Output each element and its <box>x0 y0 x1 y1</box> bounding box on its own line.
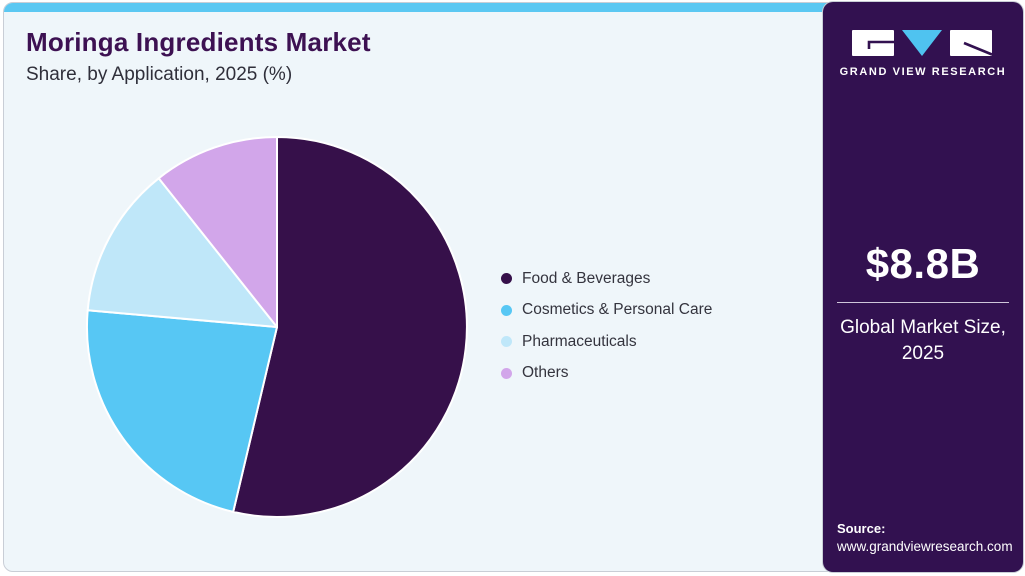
market-size-label-line1: Global Market Size, <box>840 317 1006 338</box>
page-title: Moringa Ingredients Market <box>26 27 371 57</box>
pie-slice-2 <box>86 309 278 513</box>
pie-chart-container <box>85 135 469 519</box>
source-block: Source: www.grandviewresearch.com <box>837 521 1013 554</box>
legend: Food & Beverages Cosmetics & Personal Car… <box>501 263 712 389</box>
legend-swatch-icon <box>501 336 512 348</box>
legend-item: Others <box>501 358 712 390</box>
pie-slice-4 <box>157 136 278 328</box>
market-size-label: Global Market Size, 2025 <box>823 315 1023 366</box>
source-url: www.grandviewresearch.com <box>837 539 1013 554</box>
market-size-value: $8.8B <box>865 240 981 287</box>
top-accent-bar <box>4 3 1022 12</box>
pie-chart <box>86 136 468 518</box>
legend-label: Food & Beverages <box>522 269 651 287</box>
legend-swatch-icon <box>501 367 512 379</box>
legend-swatch-icon <box>501 304 512 316</box>
page-subtitle: Share, by Application, 2025 (%) <box>26 64 293 85</box>
legend-item: Pharmaceuticals <box>501 326 712 358</box>
market-size-block: $8.8B Global Market Size, 2025 <box>823 240 1023 366</box>
legend-item: Cosmetics & Personal Care <box>501 295 712 327</box>
logo-wordmark: GRAND VIEW RESEARCH <box>839 66 1007 78</box>
legend-item: Food & Beverages <box>501 263 712 295</box>
market-size-divider <box>837 302 1009 303</box>
pie-slice-1 <box>232 136 468 518</box>
logo-v-icon <box>902 30 942 56</box>
pie-slice-3 <box>86 177 278 328</box>
gvr-logo-icon <box>852 30 993 56</box>
legend-label: Pharmaceuticals <box>522 332 637 350</box>
sidebar: GRAND VIEW RESEARCH $8.8B Global Market … <box>823 2 1023 572</box>
chart-header: Moringa Ingredients Market Share, by App… <box>26 27 371 86</box>
source-label: Source: <box>837 521 886 536</box>
market-size-label-line2: 2025 <box>901 342 945 364</box>
legend-label: Cosmetics & Personal Care <box>522 301 713 319</box>
legend-label: Others <box>522 364 569 382</box>
gvr-logo: GRAND VIEW RESEARCH <box>823 28 1023 78</box>
legend-swatch-icon <box>501 273 512 285</box>
